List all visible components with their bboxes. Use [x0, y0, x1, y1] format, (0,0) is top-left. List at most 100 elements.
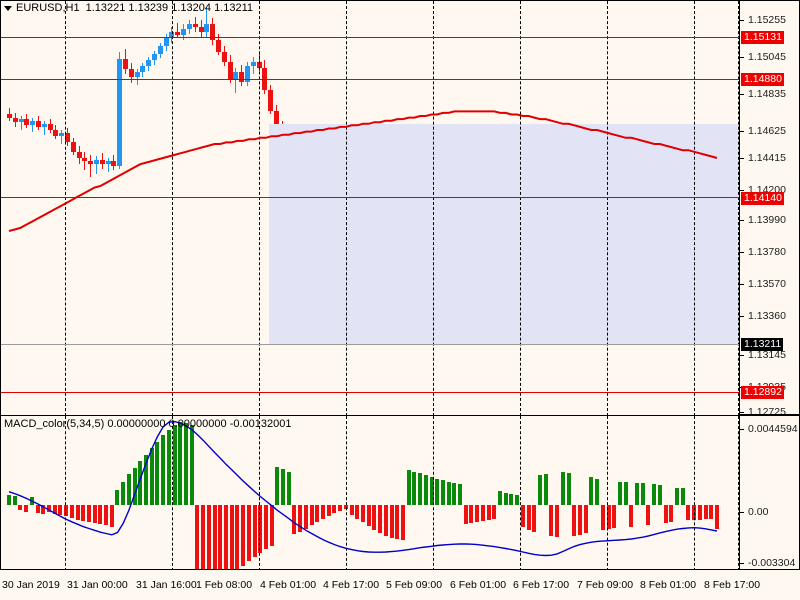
macd-bar — [378, 504, 382, 533]
macd-bar — [110, 504, 114, 527]
price-level-badge[interactable]: 1.14140 — [741, 192, 784, 205]
macd-bar — [669, 504, 673, 523]
axis-tick — [740, 512, 744, 513]
macd-bar — [270, 504, 274, 546]
price-level-badge[interactable]: 1.14880 — [741, 73, 784, 86]
quote-high: 1.13239 — [128, 2, 169, 14]
macd-bar — [115, 489, 119, 505]
time-axis-label: 7 Feb 09:00 — [577, 579, 634, 591]
macd-bar — [629, 504, 633, 527]
macd-bar — [275, 466, 279, 505]
time-axis-label: 6 Feb 17:00 — [513, 579, 570, 591]
macd-bar — [584, 504, 588, 534]
macd-bar — [595, 478, 599, 505]
time-gridline — [172, 1, 173, 415]
axis-tick — [740, 94, 744, 95]
macd-bar — [144, 454, 148, 505]
macd-bar — [178, 421, 182, 505]
macd-bar — [435, 478, 439, 505]
price-axis-label: 1.14835 — [748, 88, 786, 100]
time-axis-label: 5 Feb 09:00 — [386, 579, 443, 591]
time-gridline — [346, 1, 347, 415]
macd-bar — [538, 475, 542, 505]
time-gridline — [172, 416, 173, 569]
macd-bar — [635, 482, 639, 505]
time-gridline — [259, 416, 260, 569]
macd-bar — [213, 504, 217, 569]
macd-label: MACD_color(5,34,5) — [4, 418, 105, 430]
current-price-badge[interactable]: 1.13211 — [741, 338, 784, 351]
time-axis-label: 4 Feb 01:00 — [260, 579, 317, 591]
macd-bar — [612, 504, 616, 529]
macd-bar — [578, 504, 582, 535]
quote-low: 1.13204 — [171, 2, 211, 14]
macd-bar — [18, 504, 22, 511]
time-gridline — [738, 416, 739, 569]
macd-bar — [572, 504, 576, 536]
macd-bar — [704, 504, 708, 520]
price-level-badge[interactable]: 1.12892 — [741, 386, 784, 399]
price-chart-panel[interactable] — [0, 0, 740, 415]
macd-bar — [372, 504, 376, 530]
highlight-rectangle-object[interactable] — [269, 124, 739, 344]
triangle-down-icon[interactable] — [4, 5, 12, 11]
price-level-line[interactable] — [1, 392, 739, 393]
time-gridline — [433, 1, 434, 415]
macd-bar — [235, 504, 239, 569]
macd-bar — [36, 504, 40, 514]
macd-axis-label: -0.003304 — [748, 557, 796, 569]
time-axis-label: 8 Feb 17:00 — [704, 579, 761, 591]
time-axis-label: 1 Feb 08:00 — [196, 579, 253, 591]
price-axis-label: 1.13570 — [748, 278, 786, 290]
price-level-line[interactable] — [1, 37, 739, 38]
macd-bar — [310, 504, 314, 526]
macd-bar — [367, 504, 371, 527]
macd-value-3: -0.00132001 — [229, 418, 292, 430]
macd-bar — [715, 504, 719, 530]
time-gridline — [520, 1, 521, 415]
macd-bar — [464, 504, 468, 525]
macd-bar — [167, 429, 171, 505]
macd-axis-label: 0.0044594 — [748, 423, 798, 435]
macd-bar — [87, 504, 91, 523]
macd-bar — [452, 482, 456, 505]
price-level-line[interactable] — [1, 344, 739, 345]
macd-bar — [133, 467, 137, 505]
time-axis-label: 4 Feb 17:00 — [323, 579, 380, 591]
macd-bar — [430, 476, 434, 505]
price-axis-scale[interactable]: 1.15255 1.15131 1.15045 1.14880 1.14835 1.146… — [740, 0, 800, 415]
price-level-badge[interactable]: 1.15131 — [741, 31, 784, 44]
macd-bar — [589, 477, 593, 505]
macd-bar — [195, 504, 199, 569]
macd-bar — [601, 504, 605, 530]
price-level-line[interactable] — [1, 197, 739, 198]
macd-indicator-panel[interactable] — [0, 415, 740, 570]
macd-signal-line — [8, 420, 718, 557]
price-axis-label: 1.13360 — [748, 310, 786, 322]
macd-bar — [104, 504, 108, 526]
price-axis-label: 1.15045 — [748, 51, 786, 63]
price-level-line[interactable] — [1, 79, 739, 80]
time-axis-label: 30 Jan 2019 — [2, 579, 60, 591]
macd-bar — [253, 504, 257, 557]
macd-bar — [686, 504, 690, 521]
macd-bar — [469, 504, 473, 523]
macd-axis-scale[interactable]: 0.0044594 0.00 -0.003304 — [740, 415, 800, 570]
axis-tick — [740, 131, 744, 132]
axis-tick — [740, 252, 744, 253]
macd-bar — [7, 494, 11, 505]
time-gridline — [607, 1, 608, 415]
macd-axis-label: 0.00 — [748, 506, 769, 518]
macd-bar — [458, 483, 462, 505]
time-axis[interactable]: 30 Jan 2019 31 Jan 00:00 31 Jan 16:00 1 Feb… — [0, 570, 800, 600]
macd-bar — [641, 483, 645, 505]
macd-bar — [527, 504, 531, 530]
axis-tick — [740, 412, 744, 413]
macd-bar — [98, 504, 102, 525]
macd-bar — [24, 504, 28, 512]
time-gridline — [694, 1, 695, 415]
macd-bar — [481, 504, 485, 522]
time-gridline — [520, 416, 521, 569]
time-axis-label: 31 Jan 16:00 — [136, 579, 197, 591]
